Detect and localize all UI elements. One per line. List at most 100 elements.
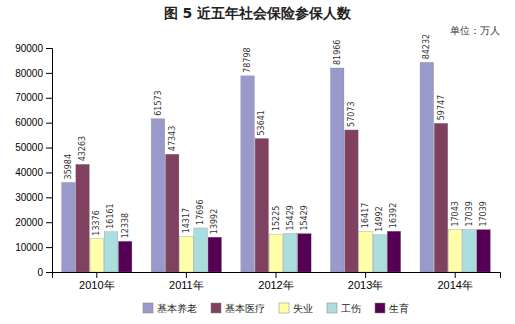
data-label: 17696 — [196, 200, 205, 225]
data-label: 17039 — [479, 201, 488, 226]
bar — [345, 130, 358, 272]
tick: 50000 — [15, 142, 52, 153]
legend-label: 失业 — [293, 303, 313, 314]
tick-mark — [46, 247, 52, 248]
tick: 40000 — [15, 167, 52, 178]
data-label: 13992 — [210, 209, 219, 234]
y-axis: 0 10000 20000 30000 40000 50000 60000 70000 8000… — [15, 43, 52, 278]
tick-mark — [46, 73, 52, 74]
bar — [269, 234, 282, 272]
tick: 2014年 — [437, 272, 472, 291]
bar — [448, 230, 461, 272]
bar — [165, 154, 178, 272]
legend-swatch — [211, 303, 221, 313]
plot: 0 10000 20000 30000 40000 50000 60000 70000 8000… — [15, 34, 500, 291]
bar — [62, 182, 75, 272]
series — [118, 230, 490, 272]
data-label: 78798 — [243, 47, 252, 72]
tick: 2011年 — [169, 272, 204, 291]
data-label: 81966 — [333, 40, 342, 65]
series — [104, 228, 476, 272]
data-label: 14317 — [182, 208, 191, 233]
tick: 70000 — [15, 92, 52, 103]
tick-label: 2013年 — [348, 279, 383, 291]
tick-mark — [46, 98, 52, 99]
legend-item: 工伤 — [327, 303, 361, 314]
series — [90, 230, 462, 272]
data-label: 17039 — [465, 201, 474, 226]
data-label: 16392 — [389, 203, 398, 228]
tick-label: 30000 — [15, 192, 43, 203]
tick-mark — [46, 272, 52, 273]
tick-label: 50000 — [15, 142, 43, 153]
bar — [477, 230, 490, 272]
tick-mark — [46, 222, 52, 223]
bar — [330, 68, 343, 272]
legend-item: 失业 — [279, 303, 313, 314]
tick-label: 2014年 — [437, 279, 472, 291]
tick: 30000 — [15, 192, 52, 203]
tick-mark — [46, 172, 52, 173]
legend-label: 生育 — [389, 303, 409, 314]
tick-mark — [455, 272, 456, 278]
tick-mark — [46, 197, 52, 198]
bar — [104, 232, 117, 272]
tick: 90000 — [15, 43, 52, 54]
tick-mark — [276, 272, 277, 278]
legend-label: 工伤 — [341, 303, 361, 314]
tick-mark — [46, 48, 52, 49]
title: 图 5 近五年社会保险参保人数 — [164, 5, 352, 21]
data-label: 15429 — [286, 205, 295, 230]
tick-label: 70000 — [15, 92, 43, 103]
legend-label: 基本养老 — [157, 303, 197, 314]
bar — [283, 234, 296, 272]
legend-item: 基本医疗 — [211, 303, 265, 314]
tick-label: 60000 — [15, 117, 43, 128]
tick: 10000 — [15, 242, 52, 253]
tick: 80000 — [15, 68, 52, 79]
axis-line — [46, 49, 53, 273]
bar — [180, 236, 193, 272]
tick-label: 2011年 — [169, 279, 204, 291]
tick-mark — [46, 148, 52, 149]
legend-swatch — [375, 303, 385, 313]
tick-mark — [365, 272, 366, 278]
tick-label: 0 — [37, 267, 43, 278]
legend-item: 基本养老 — [143, 303, 197, 314]
data-label: 16417 — [361, 203, 370, 228]
data-label: 15225 — [272, 206, 281, 231]
legend-swatch — [327, 303, 337, 313]
tick-label: 40000 — [15, 167, 43, 178]
tick: 2010年 — [79, 272, 114, 291]
bar — [208, 237, 221, 272]
data-label: 13376 — [92, 210, 101, 235]
data-label: 16161 — [106, 203, 115, 228]
bar — [255, 138, 268, 272]
data-label: 35984 — [64, 154, 73, 179]
bar — [241, 76, 254, 272]
data-label: 14992 — [375, 206, 384, 231]
bar — [298, 234, 311, 272]
series — [76, 123, 448, 272]
annotation: 单位：万人 — [450, 25, 500, 36]
data-labels: 3598461573787988196684232432634734353641… — [64, 34, 488, 238]
tick-mark — [186, 272, 187, 278]
bar — [151, 119, 164, 272]
data-label: 53641 — [257, 110, 266, 135]
tick: 0 — [37, 267, 52, 278]
tick-label: 80000 — [15, 68, 43, 79]
bar — [387, 231, 400, 272]
bars — [62, 62, 491, 272]
bar — [90, 239, 103, 272]
bar — [76, 164, 89, 272]
x-axis: 2010年2011年2012年2013年2014年 — [53, 272, 501, 291]
bar — [194, 228, 207, 272]
data-label: 61573 — [154, 90, 163, 115]
axis-line — [53, 273, 501, 279]
data-label: 12338 — [121, 213, 130, 238]
tick-label: 20000 — [15, 217, 43, 228]
tick: 60000 — [15, 117, 52, 128]
data-label: 15429 — [300, 205, 309, 230]
legend-swatch — [143, 303, 153, 313]
tick-mark — [46, 123, 52, 124]
